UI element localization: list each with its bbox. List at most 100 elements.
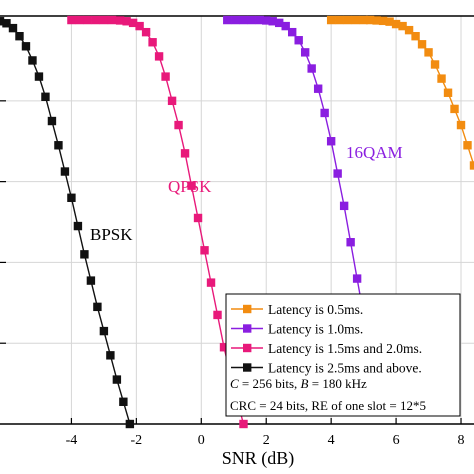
data-point — [365, 15, 375, 25]
series-label-qpsk: QPSK — [168, 177, 212, 196]
data-point — [351, 15, 360, 25]
legend-swatch-marker — [243, 343, 252, 353]
legend: Latency is 0.5ms. Latency is 1.0ms. Latenc… — [225, 293, 461, 417]
data-point — [99, 15, 109, 25]
data-point — [294, 36, 303, 45]
legend-swatch-marker — [243, 324, 252, 333]
legend-swatch-marker — [243, 304, 252, 314]
data-point — [0, 17, 5, 26]
data-point — [41, 92, 50, 101]
data-point — [335, 15, 344, 25]
series-label-bpsk: BPSK — [90, 225, 133, 244]
data-point — [99, 326, 109, 336]
data-point — [119, 397, 128, 406]
data-point — [239, 419, 248, 429]
series-0 — [326, 15, 474, 170]
data-point — [262, 16, 271, 25]
data-point — [219, 343, 229, 352]
data-point — [313, 84, 323, 93]
data-point — [34, 72, 44, 81]
data-point — [75, 15, 84, 25]
data-point — [67, 193, 76, 202]
data-point — [135, 21, 144, 31]
legend-entry: Latency is 0.5ms. — [231, 302, 363, 317]
data-point — [456, 120, 466, 130]
data-point — [115, 16, 125, 25]
data-point — [437, 74, 446, 83]
x-tick-label: -4 — [66, 433, 78, 448]
legend-swatch-marker — [243, 363, 252, 372]
series-1 — [223, 15, 368, 320]
data-point — [148, 38, 157, 47]
grid — [0, 16, 474, 424]
data-point — [469, 161, 474, 170]
data-point — [80, 250, 89, 259]
legend-note-parameters: C = 256 bits, B = 180 kHz — [230, 376, 367, 391]
x-tick-label: 6 — [393, 433, 400, 448]
data-point — [73, 221, 83, 231]
data-point — [180, 149, 190, 158]
x-tick-label: 8 — [458, 433, 465, 448]
x-tick-label: 2 — [263, 433, 270, 448]
data-point — [339, 201, 349, 211]
x-axis-title: SNR (dB) — [222, 448, 295, 469]
data-point — [112, 375, 122, 384]
x-tick-label: -2 — [131, 433, 143, 448]
data-point — [352, 274, 362, 283]
data-point — [125, 419, 135, 429]
legend-box — [225, 293, 461, 417]
legend-label: Latency is 1.0ms. — [268, 322, 363, 337]
data-point — [213, 310, 222, 320]
series-line — [0, 20, 131, 425]
series-layer — [0, 15, 474, 429]
data-point — [187, 181, 196, 190]
data-point — [47, 116, 57, 126]
data-point — [247, 15, 256, 25]
data-point — [91, 15, 100, 25]
data-point — [333, 169, 342, 178]
data-point — [372, 16, 381, 25]
x-tick-label: 0 — [198, 433, 205, 448]
legend-label: Latency is 1.5ms and 2.0ms. — [268, 341, 422, 356]
series-2 — [67, 15, 248, 429]
legend-label: Latency is 0.5ms. — [268, 302, 363, 317]
data-point — [21, 42, 31, 51]
data-point — [231, 15, 240, 25]
data-point — [200, 246, 209, 255]
data-point — [404, 25, 414, 35]
data-point — [430, 60, 440, 69]
data-point — [141, 27, 151, 37]
data-point — [275, 18, 284, 28]
data-point — [206, 278, 216, 287]
data-point — [268, 17, 277, 26]
data-point — [424, 48, 433, 57]
data-point — [106, 351, 115, 360]
data-point — [83, 15, 92, 25]
data-point — [307, 64, 316, 73]
data-point — [60, 167, 70, 176]
data-point — [326, 15, 336, 25]
data-point — [2, 19, 11, 28]
series-3 — [0, 17, 135, 429]
data-point — [411, 31, 420, 41]
data-point — [8, 23, 18, 33]
data-point — [28, 56, 37, 65]
series-line — [227, 19, 365, 316]
legend-label: Latency is 2.5ms and above. — [268, 361, 422, 376]
data-point — [398, 21, 407, 31]
data-point — [161, 72, 170, 81]
data-point — [107, 15, 117, 25]
legend-entry: Latency is 2.5ms and above. — [231, 361, 422, 376]
data-point — [67, 15, 76, 25]
data-point — [385, 17, 394, 26]
data-point — [167, 96, 177, 106]
data-point — [86, 276, 96, 285]
data-point — [154, 52, 164, 61]
x-tick-label: 4 — [328, 433, 335, 448]
data-point — [193, 213, 203, 223]
data-point — [300, 48, 310, 57]
data-point — [463, 141, 472, 150]
data-point — [174, 120, 183, 130]
data-point — [343, 15, 352, 25]
